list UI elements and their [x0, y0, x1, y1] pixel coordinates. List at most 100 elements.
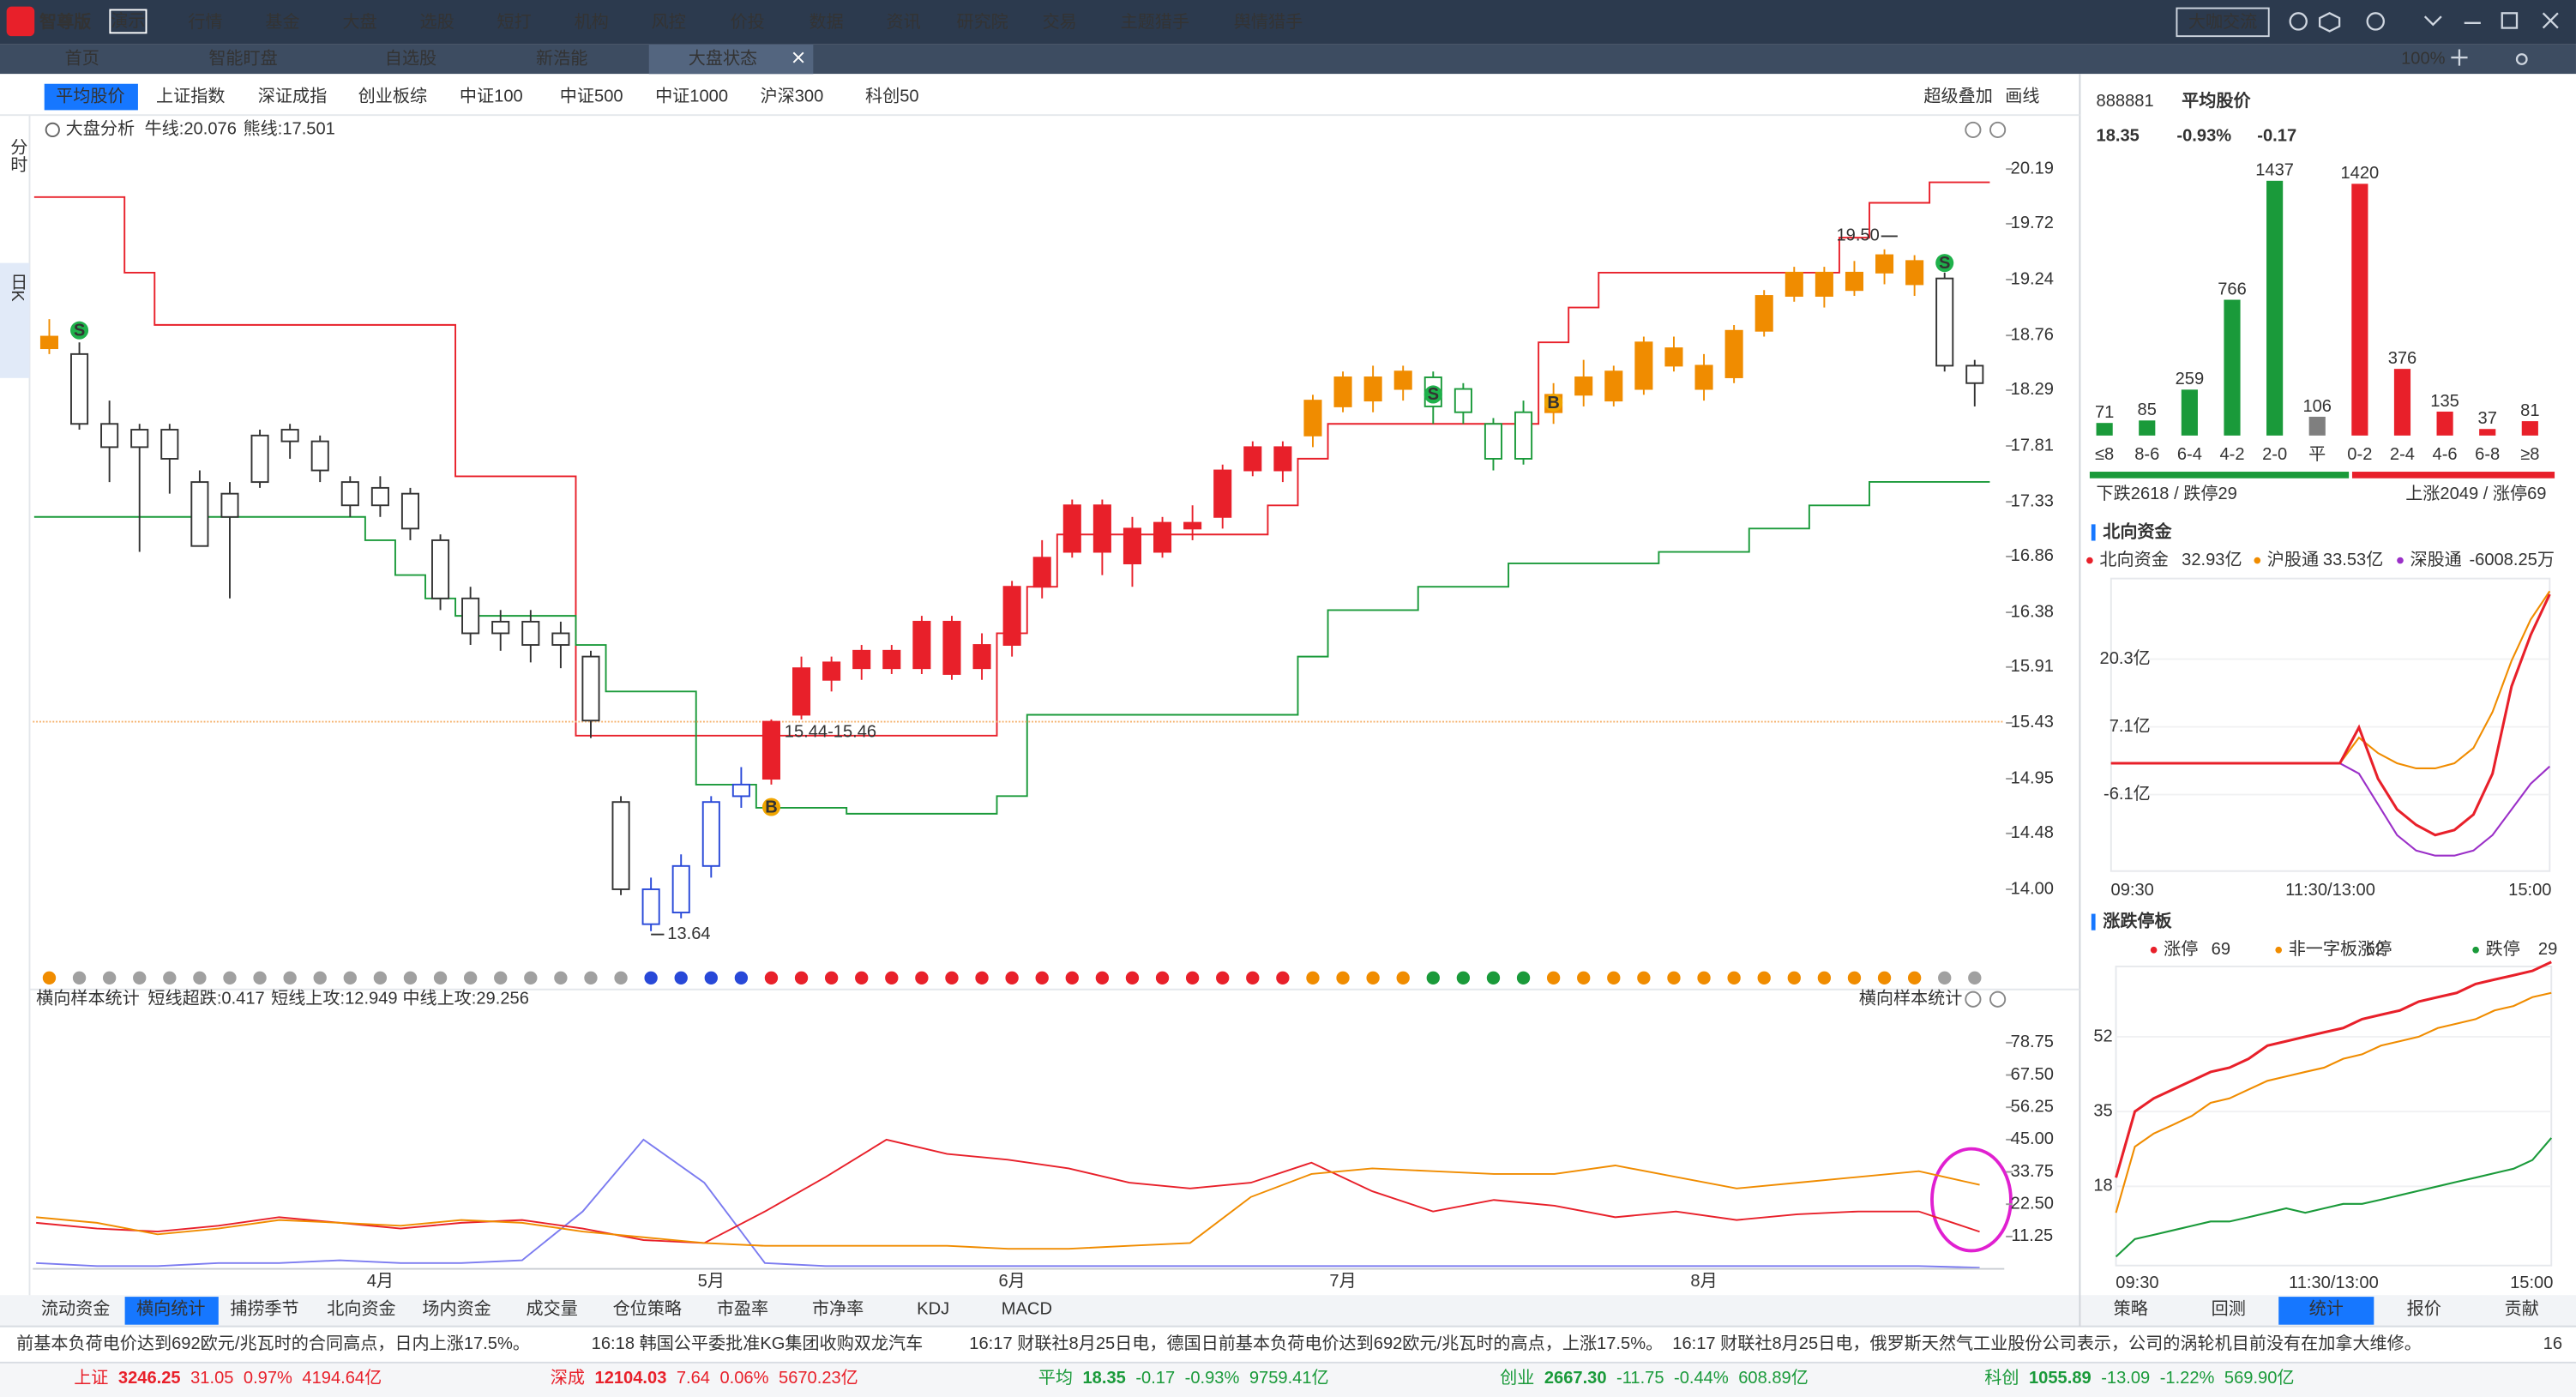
menu-item[interactable]: 交易 [1043, 12, 1077, 32]
menu-item[interactable]: 大盘 [342, 12, 376, 32]
candle-body [1333, 376, 1352, 407]
legend-value: -6008.25万 [2469, 551, 2554, 569]
news-item[interactable]: 16:18 韩国公平委批准KG集团收购双龙汽车 [592, 1334, 924, 1353]
menu-item[interactable]: 行情 [188, 12, 222, 32]
section-title: 涨跌停板 [2103, 910, 2172, 930]
index-tab[interactable]: 中证100 [460, 86, 523, 105]
header-button[interactable]: 大咖交流 [2188, 12, 2257, 32]
bottom-tab[interactable]: 流动资金 [41, 1299, 110, 1319]
status-dot [313, 971, 327, 985]
index-tab[interactable]: 上证指数 [156, 86, 225, 105]
tab[interactable]: 首页 [65, 48, 99, 68]
bar-category-label: 4-2 [2219, 445, 2244, 464]
right-tab[interactable]: 报价 [2407, 1299, 2441, 1319]
index-tab[interactable]: 中证500 [560, 86, 623, 105]
right-tab[interactable]: 策略 [2114, 1299, 2148, 1319]
bottom-tab[interactable]: 成交量 [527, 1299, 578, 1319]
index-tab[interactable]: 中证1000 [655, 86, 728, 105]
signal-badge [70, 321, 89, 340]
candle-body [761, 720, 781, 780]
side-tab[interactable]: 日K [8, 273, 27, 302]
bottom-tab[interactable]: 市盈率 [717, 1299, 768, 1319]
bar [2393, 369, 2411, 436]
candle-body [611, 801, 630, 890]
bottom-tab[interactable]: 仓位策略 [613, 1299, 682, 1319]
status-dot [1907, 971, 1922, 985]
bar [2224, 299, 2241, 436]
right-tab[interactable]: 贡献 [2505, 1299, 2539, 1319]
bar-value-label: 37 [2478, 409, 2497, 428]
index-tab[interactable]: 平均股价 [56, 86, 124, 105]
candle-body [310, 440, 329, 472]
news-item[interactable]: 16:17 财联社8月25日电，德国日前基本负荷电价达到692欧元/兆瓦时的高点… [969, 1334, 1663, 1353]
status-dot [1697, 971, 1711, 985]
menu-item[interactable]: 价投 [731, 12, 765, 32]
bottom-tab[interactable]: KDJ [917, 1300, 949, 1319]
index-tab[interactable]: 深证成指 [258, 86, 327, 105]
candle-body [250, 434, 269, 484]
right-tab-active-bg [2278, 1297, 2374, 1325]
candle-body [701, 801, 720, 867]
menu-item[interactable]: 资讯 [887, 12, 921, 32]
menu-item[interactable]: 数据 [810, 12, 844, 32]
candle-body [551, 632, 570, 646]
menu-item[interactable]: 风控 [652, 12, 686, 32]
status-dot [1637, 971, 1651, 985]
status-dot [855, 971, 869, 985]
tab[interactable]: 智能盯盘 [208, 48, 277, 68]
status-dot [1246, 971, 1260, 985]
quote-field: 31.05 [190, 1369, 233, 1388]
bottom-tab[interactable]: 市净率 [812, 1299, 864, 1319]
section-marker [2091, 913, 2096, 930]
bar [2308, 416, 2326, 436]
menu-item[interactable]: 研究院 [956, 12, 1008, 32]
right-tab[interactable]: 回测 [2212, 1299, 2246, 1319]
index-tab[interactable]: 创业板综 [358, 86, 427, 105]
bottom-tab[interactable]: 捕捞季节 [230, 1299, 298, 1319]
bottom-tab[interactable]: 场内资金 [422, 1299, 491, 1319]
bar-value-label: 376 [2388, 349, 2417, 368]
menu-item[interactable]: 短打 [497, 12, 532, 32]
tab[interactable]: 新浩能 [536, 48, 587, 68]
menu-item[interactable]: 主题猎手 [1121, 12, 1189, 32]
candle-body [1604, 370, 1623, 402]
bottom-tab-active-bg [124, 1297, 219, 1325]
news-item[interactable]: 16:17 财联社8月25日电，俄罗斯天然气工业股份公司表示，公司的涡轮机目前没… [1672, 1333, 2422, 1353]
window-controls [2289, 12, 2559, 66]
candle-body [1092, 504, 1111, 553]
menu-item[interactable]: 舆情猎手 [1234, 12, 1303, 32]
candle-body [130, 429, 149, 449]
y-tick-label: 16.86 [2011, 546, 2054, 565]
tab[interactable]: 自选股 [385, 48, 436, 68]
status-bar [0, 1362, 2576, 1397]
bar [2266, 180, 2284, 436]
status-dot [1847, 971, 1862, 985]
index-tab[interactable]: 科创50 [865, 86, 919, 105]
index-tab[interactable]: 沪深300 [761, 86, 824, 105]
bar-category-label: 2-4 [2390, 445, 2415, 464]
signal-badge [1935, 254, 1954, 273]
candle-body [1122, 527, 1142, 565]
up-ratio-bar [2351, 472, 2555, 479]
right-tab[interactable]: 统计 [2309, 1299, 2344, 1319]
signal-label: S [74, 321, 85, 340]
candle-body [1062, 504, 1081, 553]
menu-item[interactable]: 选股 [419, 12, 454, 32]
menu-item[interactable]: 机构 [575, 12, 609, 32]
tab[interactable]: 大盘状态 [689, 48, 757, 68]
bar-category-label: 2-0 [2262, 445, 2287, 464]
series-line [2115, 1137, 2553, 1258]
tool-button[interactable]: 画线 [2005, 86, 2039, 105]
candle-body [1965, 364, 1984, 384]
news-item[interactable]: 前基本负荷电价达到692欧元/兆瓦时的合同高点，日内上涨17.5%。 [16, 1334, 530, 1353]
bar [2521, 421, 2538, 436]
candle-body [1484, 423, 1502, 460]
menu-item[interactable]: 基金 [265, 12, 299, 32]
bottom-tab[interactable]: MACD [1002, 1300, 1052, 1319]
side-tab[interactable]: 分时 [8, 138, 27, 173]
bottom-tab[interactable]: 横向统计 [136, 1299, 205, 1319]
legend-dot [2150, 946, 2158, 954]
tool-button[interactable]: 超级叠加 [1923, 86, 1992, 105]
bottom-tab[interactable]: 北向资金 [327, 1299, 395, 1319]
